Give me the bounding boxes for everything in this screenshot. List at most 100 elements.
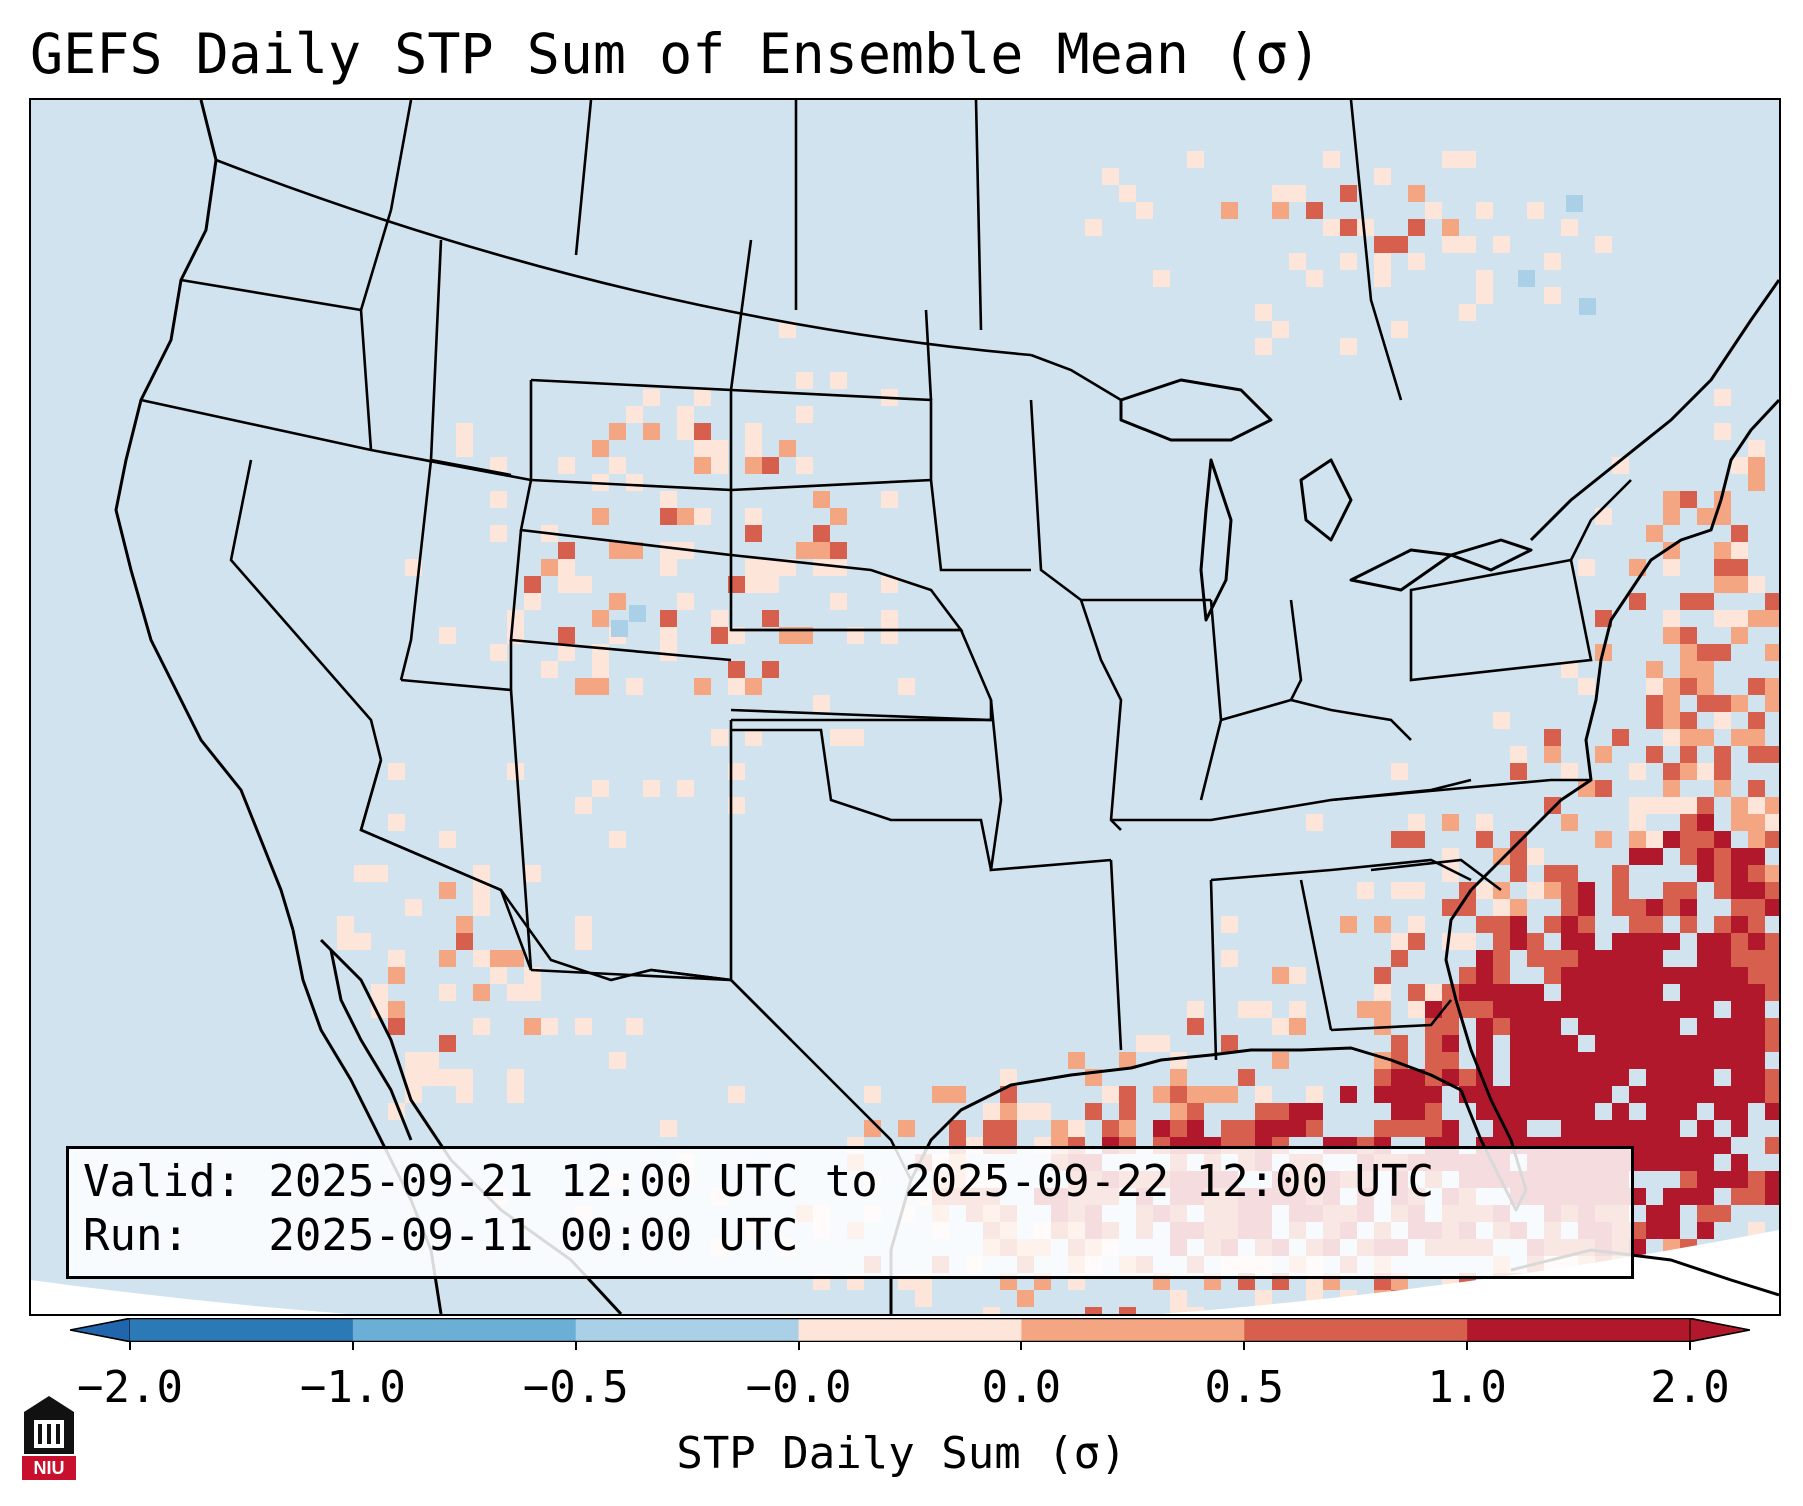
anomaly-cell (524, 984, 541, 1001)
anomaly-cell (1204, 1086, 1221, 1103)
anomaly-cell (1425, 1052, 1442, 1069)
anomaly-cell (609, 457, 626, 474)
anomaly-cell (1408, 219, 1425, 236)
anomaly-cell (1595, 831, 1612, 848)
anomaly-cell (1102, 168, 1119, 185)
anomaly-cell (1544, 967, 1561, 984)
anomaly-cell (1748, 865, 1765, 882)
anomaly-cell (1340, 219, 1357, 236)
anomaly-cell (1748, 848, 1765, 865)
anomaly-cell (1629, 916, 1646, 933)
anomaly-cell (1714, 780, 1731, 797)
anomaly-cell (643, 780, 660, 797)
colorbar-tick-label: 0.0 (981, 1362, 1062, 1413)
anomaly-cell (1289, 1018, 1306, 1035)
anomaly-cell (1663, 508, 1680, 525)
run-time-text: Run: 2025-09-11 00:00 UTC (83, 1210, 799, 1261)
anomaly-cell (1748, 1188, 1765, 1205)
anomaly-cell (1493, 1001, 1510, 1018)
anomaly-cell (932, 1086, 949, 1103)
anomaly-cell (1306, 1103, 1323, 1120)
colorbar-tick-label: 0.5 (1204, 1362, 1285, 1413)
anomaly-cell (1629, 831, 1646, 848)
anomaly-cell (1578, 916, 1595, 933)
anomaly-cell (796, 457, 813, 474)
anomaly-cell (1187, 1086, 1204, 1103)
anomaly-cell (1663, 1205, 1680, 1222)
anomaly-cell (1391, 882, 1408, 899)
anomaly-cell (1731, 1120, 1748, 1137)
anomaly-cell (762, 576, 779, 593)
anomaly-cell (1731, 950, 1748, 967)
anomaly-cell (1697, 1171, 1714, 1188)
anomaly-cell (1765, 831, 1779, 848)
anomaly-cell (1680, 712, 1697, 729)
anomaly-cell (507, 1069, 524, 1086)
anomaly-cell (1646, 1018, 1663, 1035)
anomaly-cell (1442, 151, 1459, 168)
anomaly-cell (1578, 882, 1595, 899)
anomaly-cell (1748, 474, 1765, 491)
anomaly-cell (1680, 491, 1697, 508)
anomaly-cell (1561, 899, 1578, 916)
anomaly-cell (439, 1069, 456, 1086)
anomaly-cell (1374, 1120, 1391, 1137)
anomaly-cell (1476, 1086, 1493, 1103)
anomaly-cell (694, 423, 711, 440)
anomaly-cell (1170, 1120, 1187, 1137)
anomaly-cell (1714, 933, 1731, 950)
anomaly-cell (1663, 1018, 1680, 1035)
colorbar-tick-label: −0.5 (522, 1362, 629, 1413)
anomaly-cell (1748, 984, 1765, 1001)
anomaly-cell (1510, 1120, 1527, 1137)
anomaly-cell (1731, 916, 1748, 933)
anomaly-cell (473, 882, 490, 899)
anomaly-cell (1459, 151, 1476, 168)
anomaly-cell (1646, 1069, 1663, 1086)
anomaly-cell (864, 1086, 881, 1103)
anomaly-cell (745, 678, 762, 695)
anomaly-cell (1579, 298, 1596, 315)
anomaly-cell (592, 610, 609, 627)
anomaly-cell (1697, 593, 1714, 610)
anomaly-cell (1119, 1103, 1136, 1120)
anomaly-cell (1663, 1137, 1680, 1154)
anomaly-cell (473, 984, 490, 1001)
anomaly-cell (1595, 236, 1612, 253)
anomaly-cell (1068, 1052, 1085, 1069)
anomaly-cell (1238, 1069, 1255, 1086)
anomaly-cell (1646, 661, 1663, 678)
anomaly-cell (1646, 1205, 1663, 1222)
anomaly-cell (456, 1069, 473, 1086)
anomaly-cell (1612, 882, 1629, 899)
anomaly-cell (1306, 1120, 1323, 1137)
anomaly-cell (1459, 984, 1476, 1001)
colorbar-bin (1244, 1318, 1468, 1342)
anomaly-cell (1765, 1069, 1779, 1086)
anomaly-cell (541, 1018, 558, 1035)
colorbar-tick-label: −1.0 (299, 1362, 406, 1413)
anomaly-cell (1612, 865, 1629, 882)
anomaly-cell (1408, 882, 1425, 899)
anomaly-cell (456, 440, 473, 457)
anomaly-cell (1459, 882, 1476, 899)
anomaly-cell (1561, 916, 1578, 933)
anomaly-cell (439, 831, 456, 848)
anomaly-cell (881, 576, 898, 593)
anomaly-cell (745, 729, 762, 746)
anomaly-cell (1612, 1018, 1629, 1035)
map-panel (29, 98, 1781, 1316)
valid-time-text: Valid: 2025-09-21 12:00 UTC to 2025-09-2… (83, 1156, 1435, 1207)
anomaly-cell (677, 780, 694, 797)
anomaly-cell (1748, 746, 1765, 763)
anomaly-cell (1612, 933, 1629, 950)
anomaly-cell (1510, 763, 1527, 780)
anomaly-cell (1544, 287, 1561, 304)
colorbar-tick (797, 1341, 800, 1350)
anomaly-cell (1612, 729, 1629, 746)
anomaly-cell (1646, 1222, 1663, 1239)
anomaly-cell (1561, 219, 1578, 236)
anomaly-cell (1595, 610, 1612, 627)
anomaly-cell (881, 610, 898, 627)
anomaly-cell (1459, 236, 1476, 253)
